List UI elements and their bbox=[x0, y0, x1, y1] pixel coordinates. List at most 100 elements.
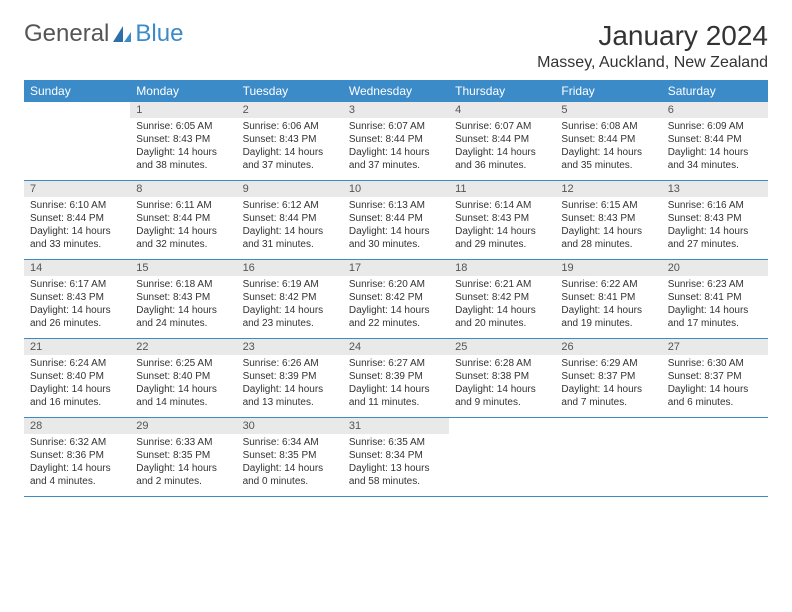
day-number: 10 bbox=[343, 181, 449, 197]
day-cell: 20Sunrise: 6:23 AMSunset: 8:41 PMDayligh… bbox=[662, 260, 768, 338]
day-details: Sunrise: 6:22 AMSunset: 8:41 PMDaylight:… bbox=[555, 276, 661, 334]
sunrise-text: Sunrise: 6:14 AM bbox=[455, 199, 549, 212]
day-details: Sunrise: 6:11 AMSunset: 8:44 PMDaylight:… bbox=[130, 197, 236, 255]
sunset-text: Sunset: 8:39 PM bbox=[349, 370, 443, 383]
day-details: Sunrise: 6:12 AMSunset: 8:44 PMDaylight:… bbox=[237, 197, 343, 255]
daylight-text: Daylight: 14 hours and 9 minutes. bbox=[455, 383, 549, 409]
daylight-text: Daylight: 14 hours and 27 minutes. bbox=[668, 225, 762, 251]
day-details: Sunrise: 6:15 AMSunset: 8:43 PMDaylight:… bbox=[555, 197, 661, 255]
sunrise-text: Sunrise: 6:28 AM bbox=[455, 357, 549, 370]
day-details: Sunrise: 6:18 AMSunset: 8:43 PMDaylight:… bbox=[130, 276, 236, 334]
sunset-text: Sunset: 8:37 PM bbox=[668, 370, 762, 383]
day-number: 22 bbox=[130, 339, 236, 355]
week-row: 28Sunrise: 6:32 AMSunset: 8:36 PMDayligh… bbox=[24, 418, 768, 497]
day-of-week-header: Sunday Monday Tuesday Wednesday Thursday… bbox=[24, 80, 768, 102]
day-cell: 28Sunrise: 6:32 AMSunset: 8:36 PMDayligh… bbox=[24, 418, 130, 496]
daylight-text: Daylight: 14 hours and 7 minutes. bbox=[561, 383, 655, 409]
daylight-text: Daylight: 14 hours and 14 minutes. bbox=[136, 383, 230, 409]
week-row: 7Sunrise: 6:10 AMSunset: 8:44 PMDaylight… bbox=[24, 181, 768, 260]
sunset-text: Sunset: 8:41 PM bbox=[561, 291, 655, 304]
sunset-text: Sunset: 8:43 PM bbox=[668, 212, 762, 225]
day-cell: 7Sunrise: 6:10 AMSunset: 8:44 PMDaylight… bbox=[24, 181, 130, 259]
sunrise-text: Sunrise: 6:33 AM bbox=[136, 436, 230, 449]
title-block: January 2024 Massey, Auckland, New Zeala… bbox=[537, 20, 768, 72]
day-details: Sunrise: 6:19 AMSunset: 8:42 PMDaylight:… bbox=[237, 276, 343, 334]
day-details: Sunrise: 6:13 AMSunset: 8:44 PMDaylight:… bbox=[343, 197, 449, 255]
daylight-text: Daylight: 14 hours and 20 minutes. bbox=[455, 304, 549, 330]
day-details: Sunrise: 6:07 AMSunset: 8:44 PMDaylight:… bbox=[343, 118, 449, 176]
day-number: 8 bbox=[130, 181, 236, 197]
dow-friday: Friday bbox=[555, 80, 661, 102]
day-number: 25 bbox=[449, 339, 555, 355]
day-cell: 15Sunrise: 6:18 AMSunset: 8:43 PMDayligh… bbox=[130, 260, 236, 338]
day-number: 13 bbox=[662, 181, 768, 197]
day-number: 23 bbox=[237, 339, 343, 355]
day-details: Sunrise: 6:17 AMSunset: 8:43 PMDaylight:… bbox=[24, 276, 130, 334]
day-details: Sunrise: 6:27 AMSunset: 8:39 PMDaylight:… bbox=[343, 355, 449, 413]
day-cell: 1Sunrise: 6:05 AMSunset: 8:43 PMDaylight… bbox=[130, 102, 236, 180]
day-number: 3 bbox=[343, 102, 449, 118]
daylight-text: Daylight: 14 hours and 26 minutes. bbox=[30, 304, 124, 330]
daylight-text: Daylight: 14 hours and 17 minutes. bbox=[668, 304, 762, 330]
sunrise-text: Sunrise: 6:23 AM bbox=[668, 278, 762, 291]
dow-saturday: Saturday bbox=[662, 80, 768, 102]
daylight-text: Daylight: 14 hours and 35 minutes. bbox=[561, 146, 655, 172]
day-number: 12 bbox=[555, 181, 661, 197]
day-cell: 12Sunrise: 6:15 AMSunset: 8:43 PMDayligh… bbox=[555, 181, 661, 259]
sunset-text: Sunset: 8:44 PM bbox=[561, 133, 655, 146]
day-cell: 11Sunrise: 6:14 AMSunset: 8:43 PMDayligh… bbox=[449, 181, 555, 259]
day-number: 2 bbox=[237, 102, 343, 118]
day-number: 29 bbox=[130, 418, 236, 434]
calendar: Sunday Monday Tuesday Wednesday Thursday… bbox=[24, 80, 768, 497]
daylight-text: Daylight: 14 hours and 22 minutes. bbox=[349, 304, 443, 330]
day-details: Sunrise: 6:30 AMSunset: 8:37 PMDaylight:… bbox=[662, 355, 768, 413]
day-number: 4 bbox=[449, 102, 555, 118]
daylight-text: Daylight: 14 hours and 36 minutes. bbox=[455, 146, 549, 172]
dow-sunday: Sunday bbox=[24, 80, 130, 102]
sunset-text: Sunset: 8:35 PM bbox=[136, 449, 230, 462]
sunrise-text: Sunrise: 6:05 AM bbox=[136, 120, 230, 133]
location-subtitle: Massey, Auckland, New Zealand bbox=[537, 54, 768, 72]
day-cell: 6Sunrise: 6:09 AMSunset: 8:44 PMDaylight… bbox=[662, 102, 768, 180]
daylight-text: Daylight: 14 hours and 37 minutes. bbox=[243, 146, 337, 172]
sunrise-text: Sunrise: 6:35 AM bbox=[349, 436, 443, 449]
day-cell bbox=[24, 102, 130, 180]
sunset-text: Sunset: 8:42 PM bbox=[455, 291, 549, 304]
day-cell: 5Sunrise: 6:08 AMSunset: 8:44 PMDaylight… bbox=[555, 102, 661, 180]
day-number: 14 bbox=[24, 260, 130, 276]
day-number: 24 bbox=[343, 339, 449, 355]
month-title: January 2024 bbox=[537, 20, 768, 52]
sunset-text: Sunset: 8:44 PM bbox=[136, 212, 230, 225]
day-cell: 27Sunrise: 6:30 AMSunset: 8:37 PMDayligh… bbox=[662, 339, 768, 417]
sunset-text: Sunset: 8:44 PM bbox=[455, 133, 549, 146]
sunset-text: Sunset: 8:44 PM bbox=[349, 212, 443, 225]
sunrise-text: Sunrise: 6:07 AM bbox=[455, 120, 549, 133]
sunset-text: Sunset: 8:36 PM bbox=[30, 449, 124, 462]
day-details: Sunrise: 6:14 AMSunset: 8:43 PMDaylight:… bbox=[449, 197, 555, 255]
sunrise-text: Sunrise: 6:32 AM bbox=[30, 436, 124, 449]
daylight-text: Daylight: 14 hours and 0 minutes. bbox=[243, 462, 337, 488]
day-cell: 8Sunrise: 6:11 AMSunset: 8:44 PMDaylight… bbox=[130, 181, 236, 259]
sunrise-text: Sunrise: 6:26 AM bbox=[243, 357, 337, 370]
day-number: 17 bbox=[343, 260, 449, 276]
day-cell bbox=[662, 418, 768, 496]
daylight-text: Daylight: 14 hours and 31 minutes. bbox=[243, 225, 337, 251]
day-number bbox=[449, 418, 555, 422]
logo-sail-icon bbox=[111, 24, 133, 44]
day-details: Sunrise: 6:34 AMSunset: 8:35 PMDaylight:… bbox=[237, 434, 343, 492]
sunrise-text: Sunrise: 6:13 AM bbox=[349, 199, 443, 212]
sunrise-text: Sunrise: 6:16 AM bbox=[668, 199, 762, 212]
daylight-text: Daylight: 14 hours and 29 minutes. bbox=[455, 225, 549, 251]
day-cell: 3Sunrise: 6:07 AMSunset: 8:44 PMDaylight… bbox=[343, 102, 449, 180]
week-row: 21Sunrise: 6:24 AMSunset: 8:40 PMDayligh… bbox=[24, 339, 768, 418]
day-number: 18 bbox=[449, 260, 555, 276]
daylight-text: Daylight: 14 hours and 28 minutes. bbox=[561, 225, 655, 251]
sunrise-text: Sunrise: 6:21 AM bbox=[455, 278, 549, 291]
dow-wednesday: Wednesday bbox=[343, 80, 449, 102]
sunset-text: Sunset: 8:35 PM bbox=[243, 449, 337, 462]
sunset-text: Sunset: 8:44 PM bbox=[30, 212, 124, 225]
daylight-text: Daylight: 14 hours and 30 minutes. bbox=[349, 225, 443, 251]
day-number: 21 bbox=[24, 339, 130, 355]
day-details: Sunrise: 6:25 AMSunset: 8:40 PMDaylight:… bbox=[130, 355, 236, 413]
daylight-text: Daylight: 14 hours and 38 minutes. bbox=[136, 146, 230, 172]
